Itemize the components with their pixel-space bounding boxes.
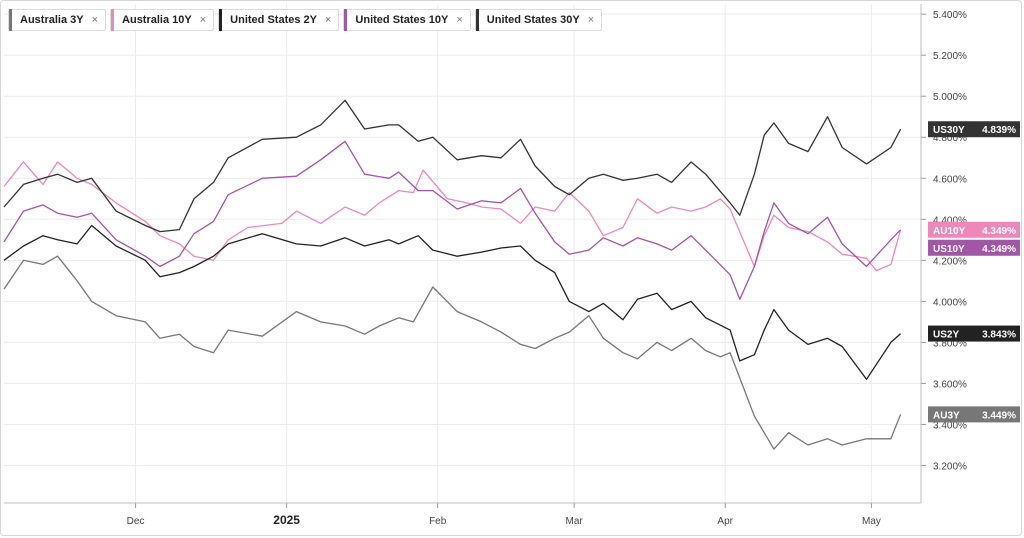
y-tick-label: 5.400% bbox=[933, 10, 967, 21]
legend-label: United States 30Y bbox=[486, 14, 580, 26]
x-tick-label: Dec bbox=[127, 516, 145, 527]
y-tick-label: 3.400% bbox=[933, 420, 967, 431]
legend-label: Australia 3Y bbox=[20, 14, 84, 26]
y-tick-label: 4.800% bbox=[933, 133, 967, 144]
y-tick-label: 3.800% bbox=[933, 338, 967, 349]
last-value-tag: US2Y bbox=[933, 330, 959, 341]
last-value-badge bbox=[928, 121, 1020, 138]
last-value-number: 3.843% bbox=[982, 330, 1016, 341]
legend-swatch bbox=[475, 9, 479, 31]
series-line-au10y[interactable] bbox=[3, 161, 902, 272]
close-icon[interactable]: × bbox=[456, 14, 463, 26]
x-tick-label: May bbox=[862, 516, 881, 527]
last-value-tag: US10Y bbox=[933, 244, 965, 255]
last-value-number: 4.839% bbox=[982, 125, 1016, 136]
last-value-badge bbox=[928, 406, 1020, 423]
y-tick-label: 3.600% bbox=[933, 379, 967, 390]
series-line-us10y[interactable] bbox=[3, 140, 902, 300]
close-icon[interactable]: × bbox=[587, 14, 595, 26]
series-line-us2y[interactable] bbox=[3, 224, 902, 380]
close-icon[interactable]: × bbox=[324, 14, 332, 26]
legend-swatch bbox=[344, 9, 348, 31]
y-tick-label: 4.000% bbox=[933, 297, 967, 308]
y-tick-label: 4.400% bbox=[933, 215, 967, 226]
legend-item-us2y[interactable]: United States 2Y × bbox=[218, 9, 340, 31]
last-value-tag: US30Y bbox=[933, 125, 965, 136]
y-tick-label: 4.600% bbox=[933, 174, 967, 185]
legend-swatch bbox=[111, 9, 115, 31]
x-tick-label: Feb bbox=[429, 516, 447, 527]
legend-swatch bbox=[219, 9, 223, 31]
y-tick-label: 4.200% bbox=[933, 256, 967, 267]
legend-item-au10y[interactable]: Australia 10Y × bbox=[110, 9, 215, 31]
last-value-number: 4.349% bbox=[982, 244, 1016, 255]
legend-item-us30y[interactable]: United States 30Y × bbox=[474, 9, 603, 31]
legend-label: United States 10Y bbox=[355, 14, 449, 26]
y-tick-label: 5.200% bbox=[933, 51, 967, 62]
legend-label: United States 2Y bbox=[230, 14, 317, 26]
legend-item-us10y[interactable]: United States 10Y × bbox=[343, 9, 471, 31]
x-tick-label: Mar bbox=[566, 516, 584, 527]
legend-swatch bbox=[9, 9, 12, 31]
y-tick-label: 3.200% bbox=[933, 461, 967, 472]
last-value-tag: AU10Y bbox=[933, 226, 966, 237]
last-value-tag: AU3Y bbox=[933, 410, 960, 421]
close-icon[interactable]: × bbox=[91, 14, 99, 26]
close-icon[interactable]: × bbox=[199, 14, 207, 26]
x-tick-label: 2025 bbox=[273, 513, 300, 527]
last-value-label-au3y: AU3Y 3.449% bbox=[928, 406, 1020, 423]
legend-item-au3y[interactable]: Australia 3Y × bbox=[8, 9, 107, 31]
y-tick-label: 5.000% bbox=[933, 92, 967, 103]
series-line-au3y[interactable] bbox=[3, 255, 902, 450]
x-tick-label: Apr bbox=[717, 516, 733, 527]
series-line-us30y[interactable] bbox=[3, 99, 902, 233]
last-value-badge bbox=[928, 221, 1020, 238]
last-value-label-us10y: US10Y 4.349% bbox=[928, 239, 1020, 256]
last-value-number: 3.449% bbox=[982, 410, 1016, 421]
legend-label: Australia 10Y bbox=[122, 14, 192, 26]
last-value-label-au10y: AU10Y 4.349% bbox=[928, 221, 1020, 238]
last-value-badge bbox=[928, 239, 1020, 256]
last-value-label-us2y: US2Y 3.843% bbox=[928, 325, 1020, 342]
last-value-label-us30y: US30Y 4.839% bbox=[928, 121, 1020, 138]
last-value-number: 4.349% bbox=[982, 226, 1016, 237]
legend: Australia 3Y × Australia 10Y × United States… bbox=[8, 9, 603, 31]
last-value-badge bbox=[928, 325, 1020, 342]
